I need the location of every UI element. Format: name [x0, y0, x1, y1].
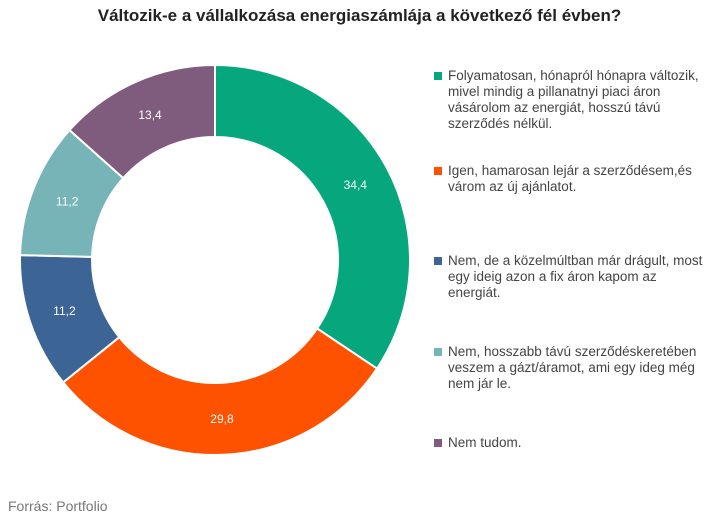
legend-swatch [434, 439, 442, 447]
legend-swatch [434, 167, 442, 175]
slice-value-label: 34,4 [344, 178, 368, 192]
legend-item: Igen, hamarosan lejár a szerződésem,és v… [434, 163, 706, 195]
donut-slice [68, 63, 216, 180]
legend-swatch [434, 72, 442, 80]
legend-item: Nem, de a közelmúltban már drágult, most… [434, 253, 706, 301]
donut-slice [214, 63, 411, 370]
legend-item: Folyamatosan, hónapról hónapra változik,… [434, 68, 706, 132]
source-note: Forrás: Portfolio [8, 498, 108, 514]
slice-value-label: 13,4 [138, 108, 162, 122]
slice-value-label: 29,8 [210, 412, 234, 426]
donut-slice [61, 327, 379, 456]
slice-value-label: 11,2 [53, 304, 76, 318]
legend-label: Nem tudom. [448, 435, 522, 450]
legend-label: Nem, hosszabb távú szerződéskeretében ve… [448, 344, 697, 391]
legend-item: Nem tudom. [434, 435, 706, 451]
slice-value-label: 11,2 [56, 194, 79, 208]
legend-swatch [434, 348, 442, 356]
chart-title: Változik-e a vállalkozása energiaszámláj… [97, 6, 622, 25]
legend-label: Folyamatosan, hónapról hónapra változik,… [448, 68, 699, 131]
legend-item: Nem, hosszabb távú szerződéskeretében ve… [434, 344, 706, 392]
legend-swatch [434, 257, 442, 265]
legend-label: Igen, hamarosan lejár a szerződésem,és v… [448, 163, 692, 194]
legend-label: Nem, de a közelmúltban már drágult, most… [448, 253, 703, 300]
